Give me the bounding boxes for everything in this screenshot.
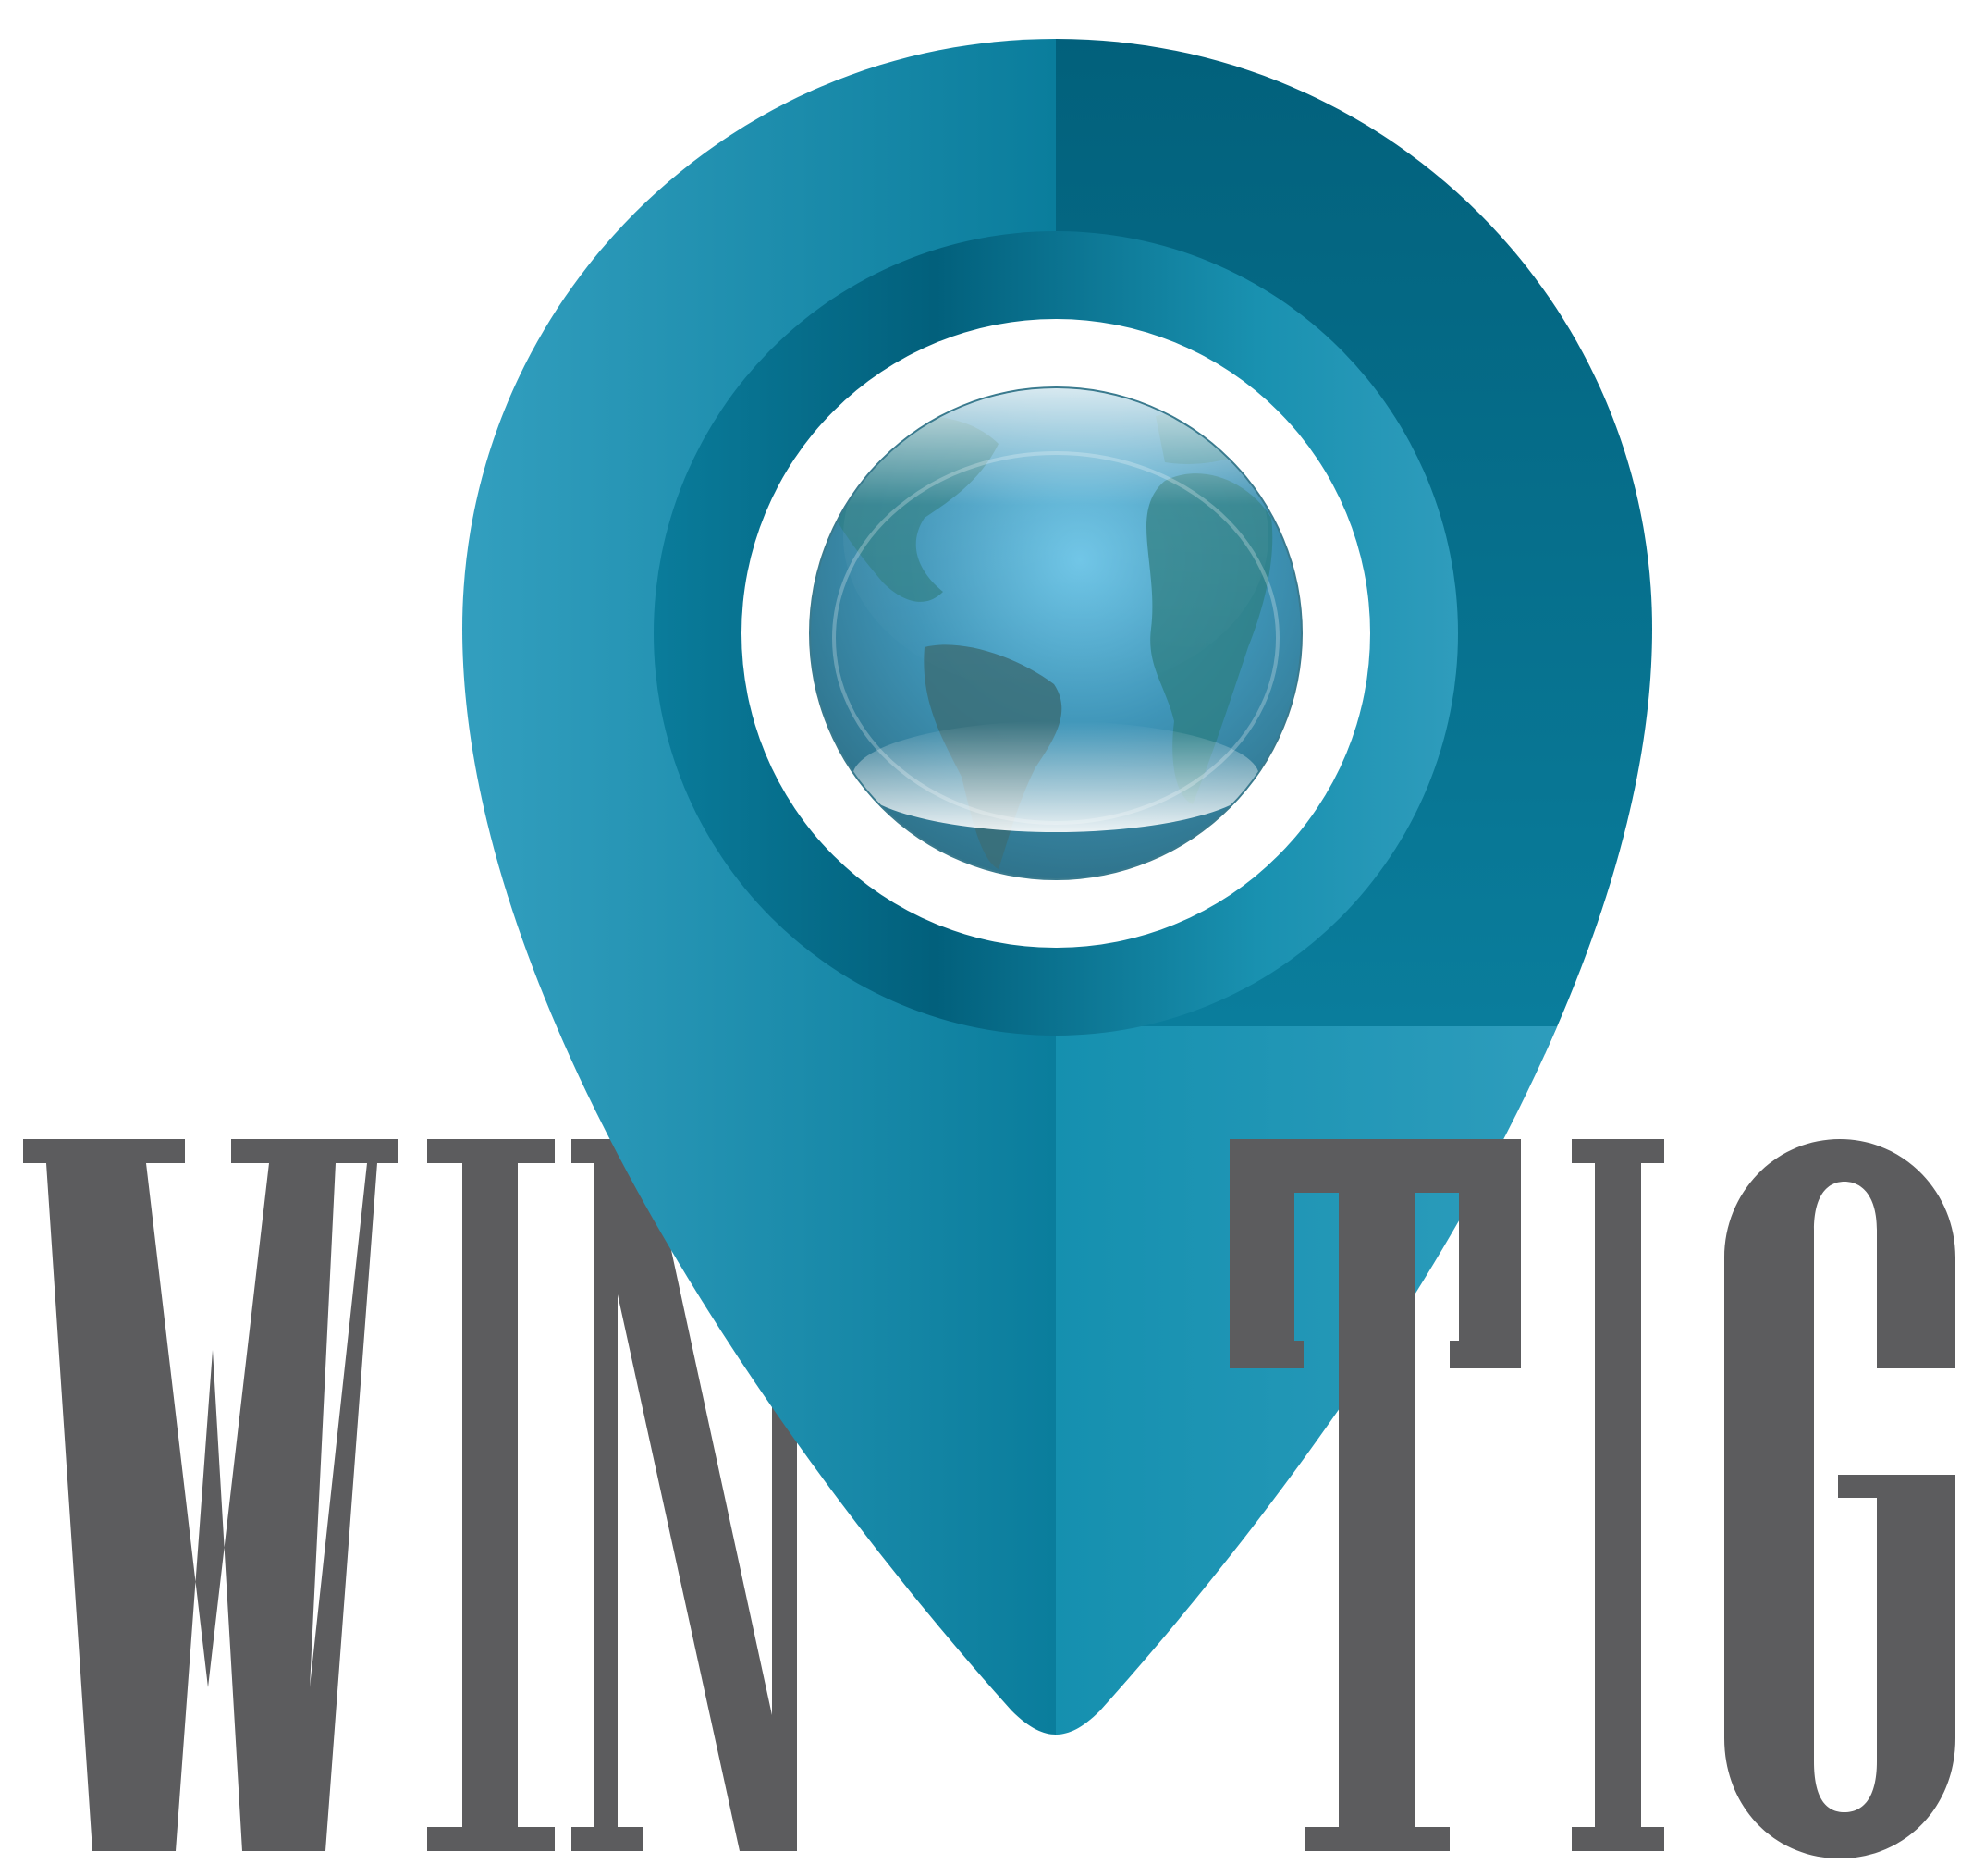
letter-t: [1230, 1139, 1521, 1851]
wordmark: WIN: [23, 1139, 797, 1854]
wordmark-right-text: TIG: [1664, 1844, 1682, 1854]
globe-icon: [809, 386, 1303, 880]
letter-w: [23, 1139, 398, 1851]
letter-i-tig-main: [1572, 1139, 1664, 1851]
letter-i-tig-body: [1450, 1139, 1521, 1163]
wordmark-left-group: [23, 1139, 797, 1851]
letter-g: [1724, 1139, 1955, 1858]
letter-i: [427, 1139, 555, 1851]
letter-n: [571, 1139, 797, 1851]
wordmark-left-text: WIN: [407, 1844, 428, 1854]
